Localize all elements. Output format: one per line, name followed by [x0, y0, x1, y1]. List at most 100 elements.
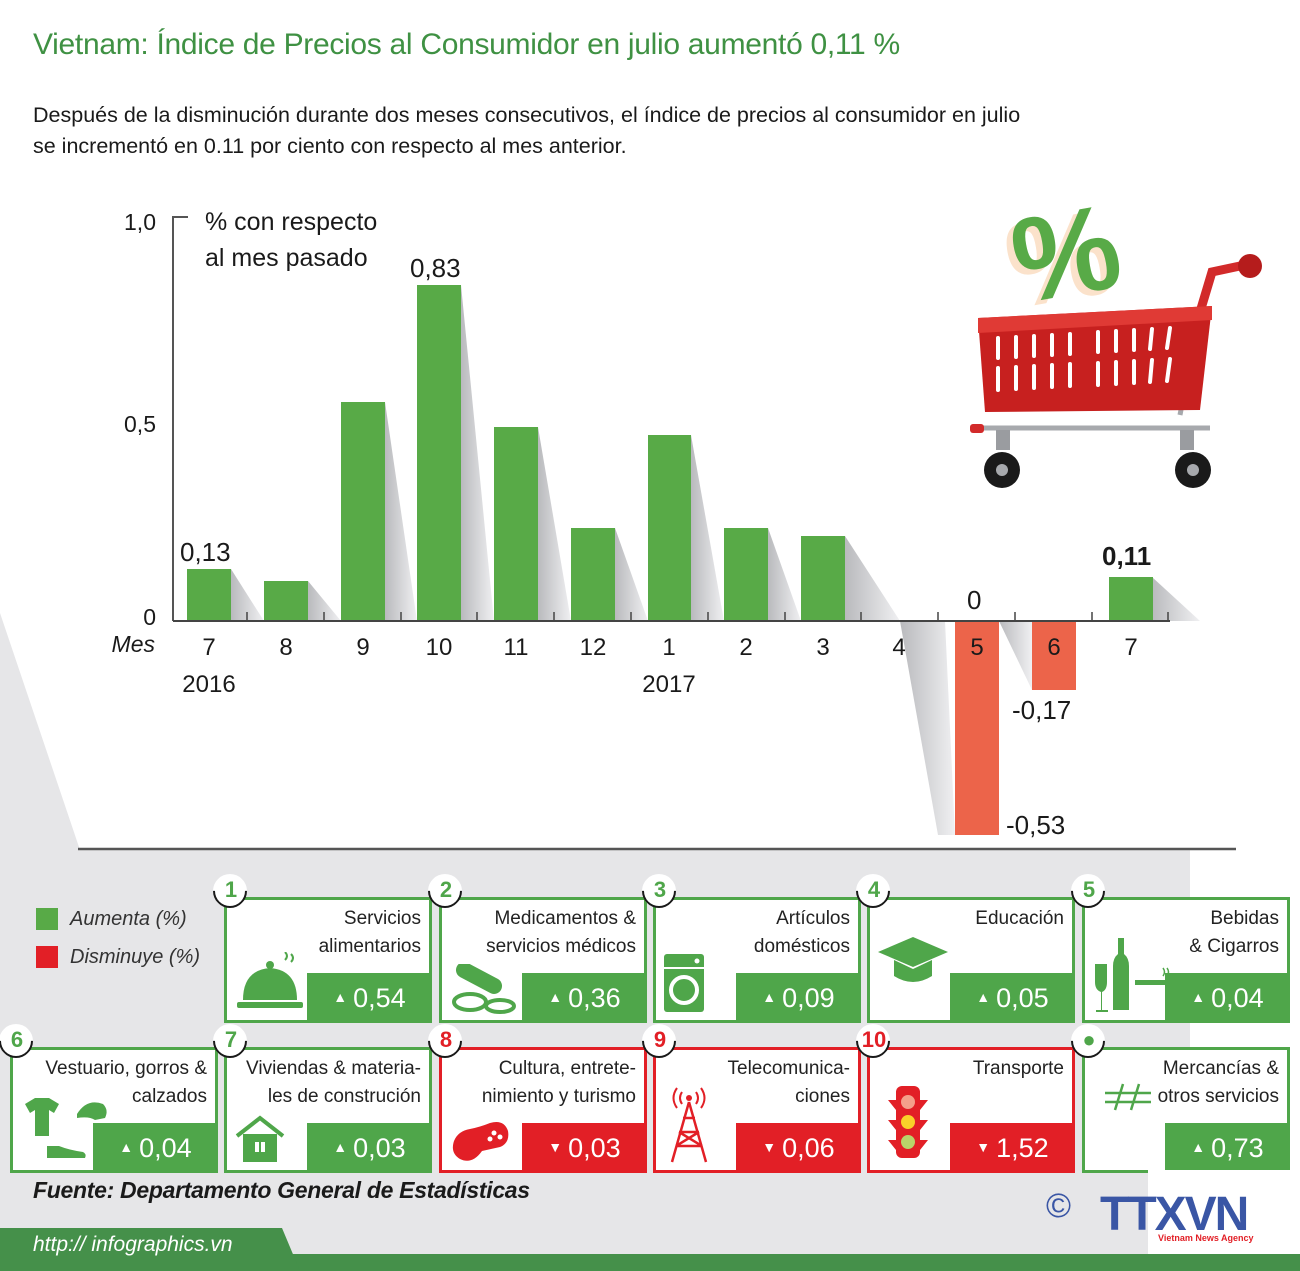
xtick-month: 9 [356, 634, 369, 661]
x-axis-ticks [246, 612, 1169, 621]
graduation-cap-icon [878, 937, 948, 982]
source-note: Fuente: Departamento General de Estadíst… [33, 1177, 530, 1203]
bar-2016-11 [494, 427, 538, 621]
pill-icon [452, 964, 516, 1014]
card-number: 5 [1082, 877, 1096, 902]
house-icon [235, 1115, 285, 1162]
card-label: Medicamentos & servicios médicos [486, 908, 636, 957]
bar-2016-09 [341, 402, 385, 621]
card-value: ▲ 0,54 [307, 973, 432, 1023]
legend-swatch-red [36, 946, 58, 968]
gamepad-icon [452, 1122, 509, 1161]
bar-2017-02 [724, 528, 768, 621]
website-link[interactable]: http:// infographics.vn [33, 1233, 233, 1256]
xtick-month: 5 [970, 634, 983, 661]
antenna-tower-icon [670, 1087, 708, 1163]
card-label: Cultura, entrete-nimiento y turismo [481, 1058, 636, 1107]
legend-item-decrease: Disminuye (%) [36, 938, 200, 976]
card-label: Viviendas & materia-les de construción [246, 1058, 421, 1107]
up-arrow-icon: ▲ [1191, 988, 1206, 1005]
category-card-education: 4 Educación ▲ 0,05 [848, 866, 1075, 1023]
xtick-month: 10 [426, 634, 453, 661]
data-label: 0,83 [410, 253, 461, 283]
bar-2016-12 [571, 528, 615, 621]
card-label: Servicios alimentarios [318, 908, 421, 957]
xtick-month: 11 [504, 634, 529, 661]
cpi-bar-chart: 1,0 0,5 0 % con respecto al mes pasado [78, 180, 1262, 851]
up-arrow-icon: ▲ [548, 988, 563, 1005]
bar-2016-08 [264, 581, 308, 621]
card-number: 10 [861, 1027, 887, 1052]
legend: Aumenta (%) Disminuye (%) [36, 900, 200, 976]
hash-icon [1105, 1083, 1151, 1111]
xtick-month: 1 [662, 634, 675, 661]
ytick-0: 0 [143, 604, 156, 630]
legend-label-increase: Aumenta (%) [70, 907, 187, 930]
xtick-month: 3 [816, 634, 829, 661]
card-value: ▼ 0,03 [522, 1123, 647, 1173]
down-arrow-icon: ▼ [762, 1138, 777, 1155]
up-arrow-icon: ▲ [333, 988, 348, 1005]
category-card-other-goods: ● Mercancías & otros servicios ▲ 0,73 [1063, 1016, 1290, 1173]
traffic-light-icon [888, 1086, 928, 1158]
card-label: Educación [975, 908, 1064, 929]
card-value: ▲ 0,04 [1165, 973, 1290, 1023]
ttxvn-logo: TTXVN [1100, 1188, 1249, 1241]
card-value: ▲ 0,73 [1165, 1123, 1290, 1173]
data-label: -0,53 [1006, 810, 1065, 840]
data-label: 0 [967, 585, 981, 615]
bar-2017-05 [955, 621, 999, 835]
up-arrow-icon: ▲ [333, 1138, 348, 1155]
card-label: Vestuario, gorros & calzados [45, 1058, 207, 1107]
clothing-icon [25, 1098, 107, 1158]
category-card-household: 3 Artículos domésticos ▲ 0,09 [634, 866, 861, 1023]
xtick-month: 8 [279, 634, 292, 661]
bar-2017-07 [1109, 577, 1153, 621]
bottle-cigarette-icon [1095, 938, 1170, 1012]
card-label: Bebidas & Cigarros [1189, 908, 1279, 957]
card-value: ▲ 0,09 [736, 973, 861, 1023]
card-label: Telecomunica-ciones [727, 1058, 851, 1107]
year-label-2016: 2016 [182, 671, 235, 698]
up-arrow-icon: ▲ [1191, 1138, 1206, 1155]
card-value: ▼ 0,06 [736, 1123, 861, 1173]
bar-2017-06 [1032, 621, 1076, 690]
ytick-1-0: 1,0 [124, 209, 156, 235]
xtick-month: 2 [739, 634, 752, 661]
card-number: 8 [439, 1027, 453, 1052]
category-card-beverages: 5 Bebidas & Cigarros ▲ 0,04 [1063, 866, 1290, 1023]
category-card-housing: 7 Viviendas & materia-les de construción… [205, 1016, 432, 1173]
shopping-cart-percent-icon: % % [970, 180, 1262, 488]
bar-shadows [231, 285, 1200, 835]
svg-text:%: % [1002, 180, 1130, 329]
legend-item-increase: Aumenta (%) [36, 900, 200, 938]
footer-bar [0, 1254, 1300, 1271]
card-value: ▲ 0,04 [93, 1123, 218, 1173]
card-label: Mercancías & otros servicios [1157, 1058, 1279, 1107]
category-card-transport: 10 Transporte ▼ 1,52 [848, 1016, 1075, 1173]
svg-text:%: % [996, 184, 1124, 334]
card-number: 2 [439, 877, 453, 902]
xtick-month: 12 [580, 634, 607, 661]
bar-2016-07 [187, 569, 231, 621]
card-number: 1 [224, 877, 238, 902]
washing-machine-icon [664, 954, 704, 1012]
card-number: 9 [653, 1027, 667, 1052]
url-tab [0, 1228, 300, 1271]
category-card-telecom: 9 Telecomunica-ciones ▼ 0,06 [634, 1016, 861, 1173]
legend-label-decrease: Disminuye (%) [70, 945, 201, 968]
card-value: ▲ 0,05 [950, 973, 1075, 1023]
card-value: ▲ 0,03 [307, 1123, 432, 1173]
card-value: ▲ 0,36 [522, 973, 647, 1023]
ytick-0-5: 0,5 [124, 411, 156, 437]
logo-background [1148, 1170, 1300, 1260]
category-card-culture: 8 Cultura, entrete-nimiento y turismo ▼ 0… [420, 1016, 647, 1173]
data-label: 0,13 [180, 537, 231, 567]
legend-swatch-green [36, 908, 58, 930]
xtick-month: 7 [1124, 634, 1137, 661]
category-card-medicine: 2 Medicamentos & servicios médicos ▲ 0,36 [420, 866, 647, 1023]
down-arrow-icon: ▼ [548, 1138, 563, 1155]
card-number: 7 [224, 1027, 238, 1052]
data-label: -0,17 [1012, 695, 1071, 725]
copyright-icon: © [1046, 1187, 1072, 1225]
